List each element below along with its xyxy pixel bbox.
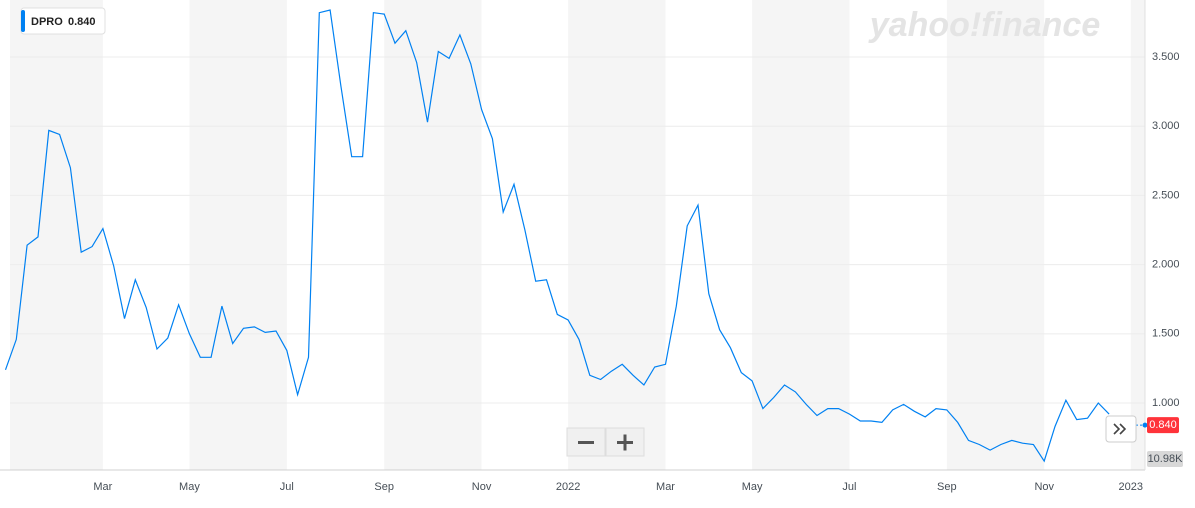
- last-price-label: 0.840: [1149, 419, 1177, 431]
- band: [752, 0, 850, 470]
- x-tick-label: Jul: [842, 481, 856, 493]
- badge-price: 0.840: [68, 16, 96, 28]
- y-tick-label: 2.000: [1152, 259, 1180, 271]
- x-tick-label: Nov: [1034, 481, 1054, 493]
- y-tick-label: 2.500: [1152, 189, 1180, 201]
- x-tick-label: 2023: [1119, 481, 1143, 493]
- scroll-latest-button[interactable]: [1105, 415, 1137, 443]
- watermark: yahoo!finance: [868, 6, 1100, 44]
- badge-symbol: DPRO: [31, 16, 63, 28]
- x-tick-label: Mar: [93, 481, 112, 493]
- zoom-in-button[interactable]: [605, 427, 645, 457]
- bands: [10, 0, 1145, 470]
- y-tick-label: 1.000: [1152, 397, 1180, 409]
- x-tick-label: 2022: [556, 481, 580, 493]
- band: [189, 0, 287, 470]
- symbol-badge: DPRO 0.840: [20, 7, 106, 35]
- x-tick-label: Jul: [280, 481, 294, 493]
- volume-label: 10.98K: [1148, 453, 1184, 465]
- band: [1130, 0, 1145, 470]
- scroll-bg: [1105, 415, 1137, 443]
- band: [568, 0, 666, 470]
- band: [946, 0, 1045, 470]
- band: [384, 0, 482, 470]
- x-tick-label: Sep: [937, 481, 957, 493]
- last-price-dot: [1142, 422, 1148, 428]
- x-tick-label: May: [742, 481, 763, 493]
- price-line: [4, 9, 1110, 463]
- zoom-controls: [566, 427, 645, 457]
- zoom-out-button[interactable]: [566, 427, 606, 457]
- y-tick-label: 1.500: [1152, 328, 1180, 340]
- y-tick-label: 3.500: [1152, 51, 1180, 63]
- plus-v: [623, 434, 627, 451]
- scroll-icon: [1113, 423, 1127, 435]
- y-tick-label: 3.000: [1152, 120, 1180, 132]
- x-tick-label: Mar: [656, 481, 675, 493]
- minus-icon: [578, 441, 594, 444]
- volume-tag: [1147, 451, 1183, 467]
- x-tick-label: Nov: [472, 481, 492, 493]
- last-price-tag: [1147, 417, 1179, 434]
- x-tick-label: May: [179, 481, 200, 493]
- badge-accent: [21, 10, 25, 32]
- band: [10, 0, 103, 470]
- x-tick-label: Sep: [374, 481, 394, 493]
